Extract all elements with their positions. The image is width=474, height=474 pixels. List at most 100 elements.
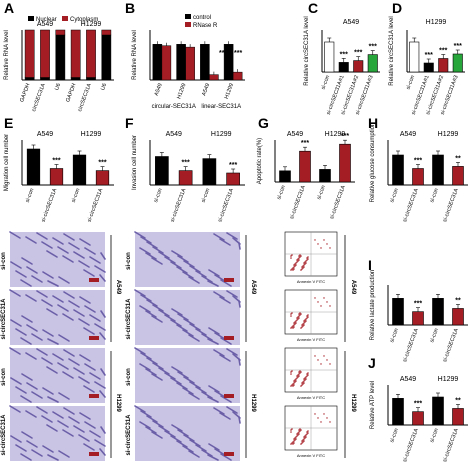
event-dot bbox=[294, 379, 296, 381]
invasion-image-column: si-con si-circSEC31A si-con si-circSEC31A A5… bbox=[126, 231, 256, 461]
y-axis-label: Invasion cell number bbox=[132, 135, 138, 190]
cell-streak bbox=[62, 255, 74, 263]
event-dot bbox=[301, 326, 303, 328]
significance-label: ** bbox=[455, 397, 461, 404]
cell-streak bbox=[10, 261, 22, 269]
legend-swatch bbox=[185, 14, 191, 19]
cell-streak bbox=[25, 352, 37, 360]
event-dot bbox=[304, 319, 306, 321]
y-axis-label: Relative RNA level bbox=[132, 30, 138, 80]
y-axis-label: Relative circSEC31A level bbox=[304, 16, 310, 85]
cell-streak bbox=[78, 260, 90, 268]
cell-streak bbox=[9, 405, 21, 413]
event-dot bbox=[291, 326, 293, 328]
cell-streak bbox=[73, 251, 85, 259]
event-dot bbox=[298, 257, 300, 259]
flow-xlabel: Annexin V FITC bbox=[297, 337, 325, 342]
panel-label-E: E bbox=[4, 115, 13, 131]
cell-streak bbox=[214, 332, 226, 340]
event-dot bbox=[300, 443, 302, 445]
significance-label: *** bbox=[414, 401, 422, 408]
bar bbox=[412, 168, 424, 186]
tick-label: U6 bbox=[100, 83, 108, 92]
event-dot bbox=[304, 321, 306, 323]
bar bbox=[432, 396, 444, 426]
event-dot bbox=[303, 320, 305, 322]
tick-label: GAPDH bbox=[19, 83, 31, 103]
cell-streak bbox=[176, 440, 188, 448]
cell-streak bbox=[170, 319, 182, 327]
cell-streak bbox=[52, 295, 64, 303]
event-dot bbox=[299, 430, 301, 432]
significance-label: *** bbox=[439, 48, 447, 55]
cell-streak bbox=[9, 289, 21, 297]
cell-streak bbox=[63, 407, 75, 415]
cell-streak bbox=[164, 372, 176, 380]
cell-streak bbox=[46, 366, 58, 374]
cell-streak bbox=[145, 426, 157, 434]
tick-label: si-circSEC31A bbox=[402, 427, 420, 463]
event-dot bbox=[304, 435, 306, 437]
cell-streak bbox=[158, 251, 170, 259]
cell-streak bbox=[62, 429, 74, 437]
cell-streak bbox=[146, 415, 158, 423]
event-dot bbox=[292, 441, 294, 443]
row-label: si-circSEC31A bbox=[126, 298, 132, 340]
group-label: A549 bbox=[400, 376, 416, 383]
cell-streak bbox=[164, 314, 176, 322]
group-label: H1299 bbox=[81, 21, 102, 28]
cell-streak bbox=[201, 333, 213, 341]
cell-streak bbox=[20, 337, 32, 345]
scale-bar bbox=[224, 278, 234, 282]
tick-label: si-con bbox=[405, 75, 416, 91]
group-label: H1299 bbox=[250, 394, 256, 412]
cell-streak bbox=[100, 368, 106, 376]
event-dot bbox=[291, 370, 293, 372]
cell-streak bbox=[47, 280, 59, 287]
cell-streak bbox=[214, 448, 226, 456]
cell-streak bbox=[139, 247, 151, 255]
cell-streak bbox=[42, 271, 54, 279]
event-dot bbox=[294, 265, 296, 267]
row-label: si-circSEC31A bbox=[1, 414, 7, 456]
cell-streak bbox=[195, 386, 207, 394]
cell-streak bbox=[83, 385, 95, 393]
event-dot bbox=[290, 257, 292, 259]
significance-label: *** bbox=[52, 158, 60, 165]
cell-streak bbox=[176, 266, 188, 274]
cell-streak bbox=[15, 444, 27, 452]
event-dot bbox=[329, 363, 331, 365]
cell-streak bbox=[21, 257, 33, 265]
cell-streak bbox=[41, 299, 53, 307]
event-dot bbox=[298, 373, 300, 375]
event-dot bbox=[301, 440, 303, 442]
event-dot bbox=[314, 297, 316, 299]
significance-label: *** bbox=[414, 158, 422, 165]
cell-streak bbox=[99, 332, 106, 340]
cell-streak bbox=[63, 291, 75, 299]
event-dot bbox=[293, 382, 295, 384]
cell-streak bbox=[152, 304, 164, 312]
event-dot bbox=[299, 254, 301, 256]
cell-streak bbox=[171, 250, 183, 258]
significance-label: *** bbox=[340, 51, 348, 58]
tick-label: A549 bbox=[154, 83, 164, 97]
event-dot bbox=[293, 266, 295, 268]
cell-streak bbox=[158, 425, 170, 433]
tick-label: circSEC31A bbox=[31, 82, 47, 112]
cell-streak bbox=[134, 289, 146, 297]
event-dot bbox=[329, 305, 331, 307]
tick-label: H1299 bbox=[224, 83, 235, 100]
cell-streak bbox=[15, 270, 27, 278]
cell-streak bbox=[57, 246, 69, 254]
event-dot bbox=[296, 377, 298, 379]
bar bbox=[86, 29, 96, 78]
cell-streak bbox=[219, 296, 231, 304]
significance-label: *** bbox=[425, 52, 433, 59]
cell-streak bbox=[84, 305, 96, 313]
cell-streak bbox=[58, 392, 70, 400]
event-dot bbox=[304, 377, 306, 379]
panel-label-F: F bbox=[125, 115, 134, 131]
cell-streak bbox=[140, 294, 152, 302]
tick-label: si-con bbox=[25, 188, 36, 204]
